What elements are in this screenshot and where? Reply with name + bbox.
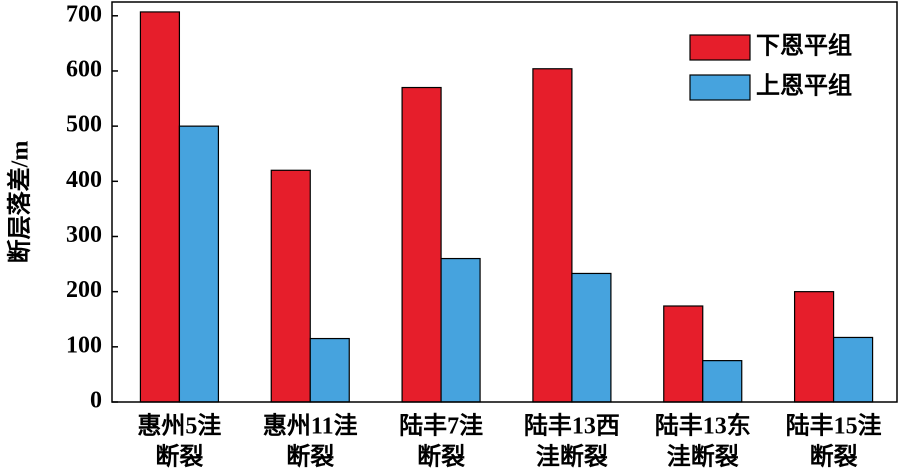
bar xyxy=(663,305,704,403)
legend-swatch xyxy=(689,74,751,101)
x-tick-label: 断裂 xyxy=(155,443,203,471)
x-tick-label: 惠州5洼 xyxy=(137,413,221,440)
bar xyxy=(571,272,612,403)
x-tick-label: 断裂 xyxy=(286,443,334,471)
y-tick-label: 0 xyxy=(90,388,102,414)
legend-label: 下恩平组 xyxy=(756,33,852,60)
bar xyxy=(178,125,220,403)
y-tick-label: 600 xyxy=(66,56,102,82)
x-tick-label: 洼断裂 xyxy=(667,443,739,471)
bar xyxy=(793,291,835,403)
plot-frame xyxy=(111,1,898,403)
y-tick-label: 100 xyxy=(66,332,102,358)
y-axis-label: 断层落差/m xyxy=(6,141,34,264)
bar xyxy=(832,336,874,403)
x-tick-label: 陆丰7洼 xyxy=(399,413,483,440)
bar xyxy=(270,169,311,403)
bar xyxy=(401,86,442,403)
legend-label: 上恩平组 xyxy=(756,73,852,100)
y-tick-label: 300 xyxy=(66,222,102,248)
bar xyxy=(440,257,481,403)
y-tick-label: 500 xyxy=(66,112,102,138)
bar xyxy=(702,360,743,403)
x-tick-label: 断裂 xyxy=(417,443,465,471)
x-tick-label: 陆丰15洼 xyxy=(786,413,882,440)
x-tick-label: 断裂 xyxy=(810,443,858,471)
x-tick-label: 陆丰13西 xyxy=(524,413,620,440)
y-tick-label: 200 xyxy=(66,277,102,303)
bar xyxy=(139,11,181,403)
bar xyxy=(532,68,573,403)
legend-swatch xyxy=(689,34,751,61)
bar xyxy=(309,337,350,403)
x-tick-label: 惠州11洼 xyxy=(263,413,358,440)
y-tick-label: 700 xyxy=(66,1,102,27)
x-tick-label: 洼断裂 xyxy=(536,443,608,471)
y-tick-label: 400 xyxy=(66,167,102,193)
x-tick-label: 陆丰13东 xyxy=(655,412,751,440)
